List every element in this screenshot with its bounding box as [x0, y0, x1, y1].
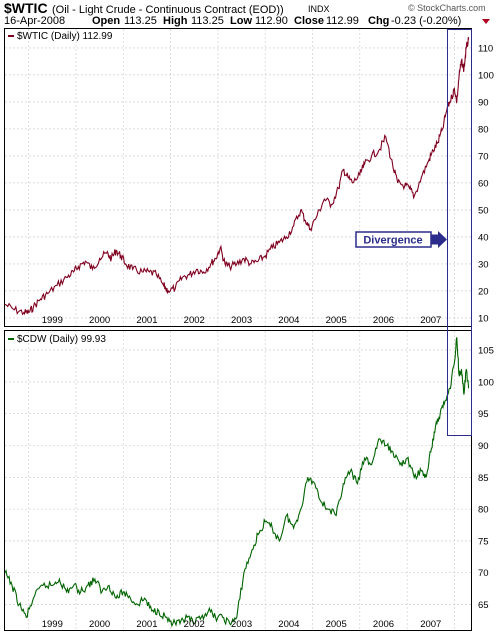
cdw-x-tick: 2002 [184, 619, 205, 630]
cdw-y-tick: 85 [478, 473, 489, 484]
wtic-y-tick: 100 [478, 70, 494, 81]
cdw-y-tick: 70 [478, 568, 489, 579]
wtic-panel [4, 28, 472, 327]
chg-value: -0.23 (-0.20%) [391, 15, 461, 27]
cdw-x-tick: 2004 [278, 619, 299, 630]
cdw-x-tick: 2005 [326, 619, 347, 630]
close-label: Close [294, 15, 324, 27]
low-label: Low [230, 15, 252, 27]
divergence-arrow-icon [431, 231, 447, 248]
cdw-x-tick: 2001 [136, 619, 157, 630]
wtic-x-tick: 2006 [373, 315, 394, 326]
wtic-x-tick: 2004 [278, 315, 299, 326]
cdw-x-tick: 2006 [373, 619, 394, 630]
wtic-x-tick: 2007 [420, 315, 441, 326]
cdw-panel [4, 330, 472, 631]
high-value: 113.25 [191, 15, 224, 27]
high-label: High [163, 15, 188, 27]
cdw-y-tick: 65 [478, 600, 489, 611]
wtic-y-tick: 90 [478, 97, 489, 108]
cdw-x-tick: 2003 [231, 619, 252, 630]
open-label: Open [92, 15, 120, 27]
symbol-title: $WTIC [4, 0, 48, 16]
symbol-name: (Oil - Light Crude - Continuous Contract… [52, 4, 284, 16]
wtic-x-tick: 2002 [184, 315, 205, 326]
divergence-box [447, 29, 472, 436]
low-value: 112.90 [255, 15, 288, 27]
cdw-x-tick: 2000 [89, 619, 110, 630]
wtic-x-tick: 2001 [136, 315, 157, 326]
chg-label: Chg [368, 15, 389, 27]
wtic-y-tick: 80 [478, 124, 489, 135]
wtic-x-tick: 2005 [326, 315, 347, 326]
wtic-x-tick: 2000 [89, 315, 110, 326]
cdw-y-tick: 95 [478, 409, 489, 420]
wtic-y-tick: 30 [478, 259, 489, 270]
wtic-y-tick: 10 [478, 313, 489, 324]
wtic-x-tick: 2003 [231, 315, 252, 326]
header-date: 16-Apr-2008 [4, 15, 65, 27]
wtic-y-tick: 110 [478, 43, 493, 54]
cdw-legend: $CDW (Daily) 99.93 [17, 334, 106, 345]
open-value: 113.25 [124, 15, 157, 27]
cdw-series-line [4, 337, 470, 628]
wtic-legend: $WTIC (Daily) 112.99 [17, 31, 113, 42]
wtic-y-tick: 70 [478, 151, 489, 162]
wtic-y-tick: 60 [478, 178, 489, 189]
divergence-label: Divergence [363, 235, 422, 247]
cdw-x-tick: 1999 [42, 619, 63, 630]
wtic-series-line [4, 37, 470, 316]
exchange-label: INDX [308, 4, 330, 14]
cdw-y-tick: 80 [478, 505, 489, 516]
cdw-y-tick: 100 [478, 377, 494, 388]
wtic-y-tick: 40 [478, 232, 489, 243]
cdw-y-tick: 90 [478, 441, 489, 452]
down-arrow-icon [482, 19, 490, 24]
brand-label: © StockCharts.com [408, 3, 486, 13]
cdw-y-tick: 105 [478, 346, 494, 357]
close-value: 112.99 [326, 15, 359, 27]
cdw-y-tick: 75 [478, 536, 489, 547]
wtic-x-tick: 1999 [42, 315, 63, 326]
wtic-y-tick: 50 [478, 205, 489, 216]
cdw-x-tick: 2007 [420, 619, 441, 630]
wtic-y-tick: 20 [478, 286, 489, 297]
